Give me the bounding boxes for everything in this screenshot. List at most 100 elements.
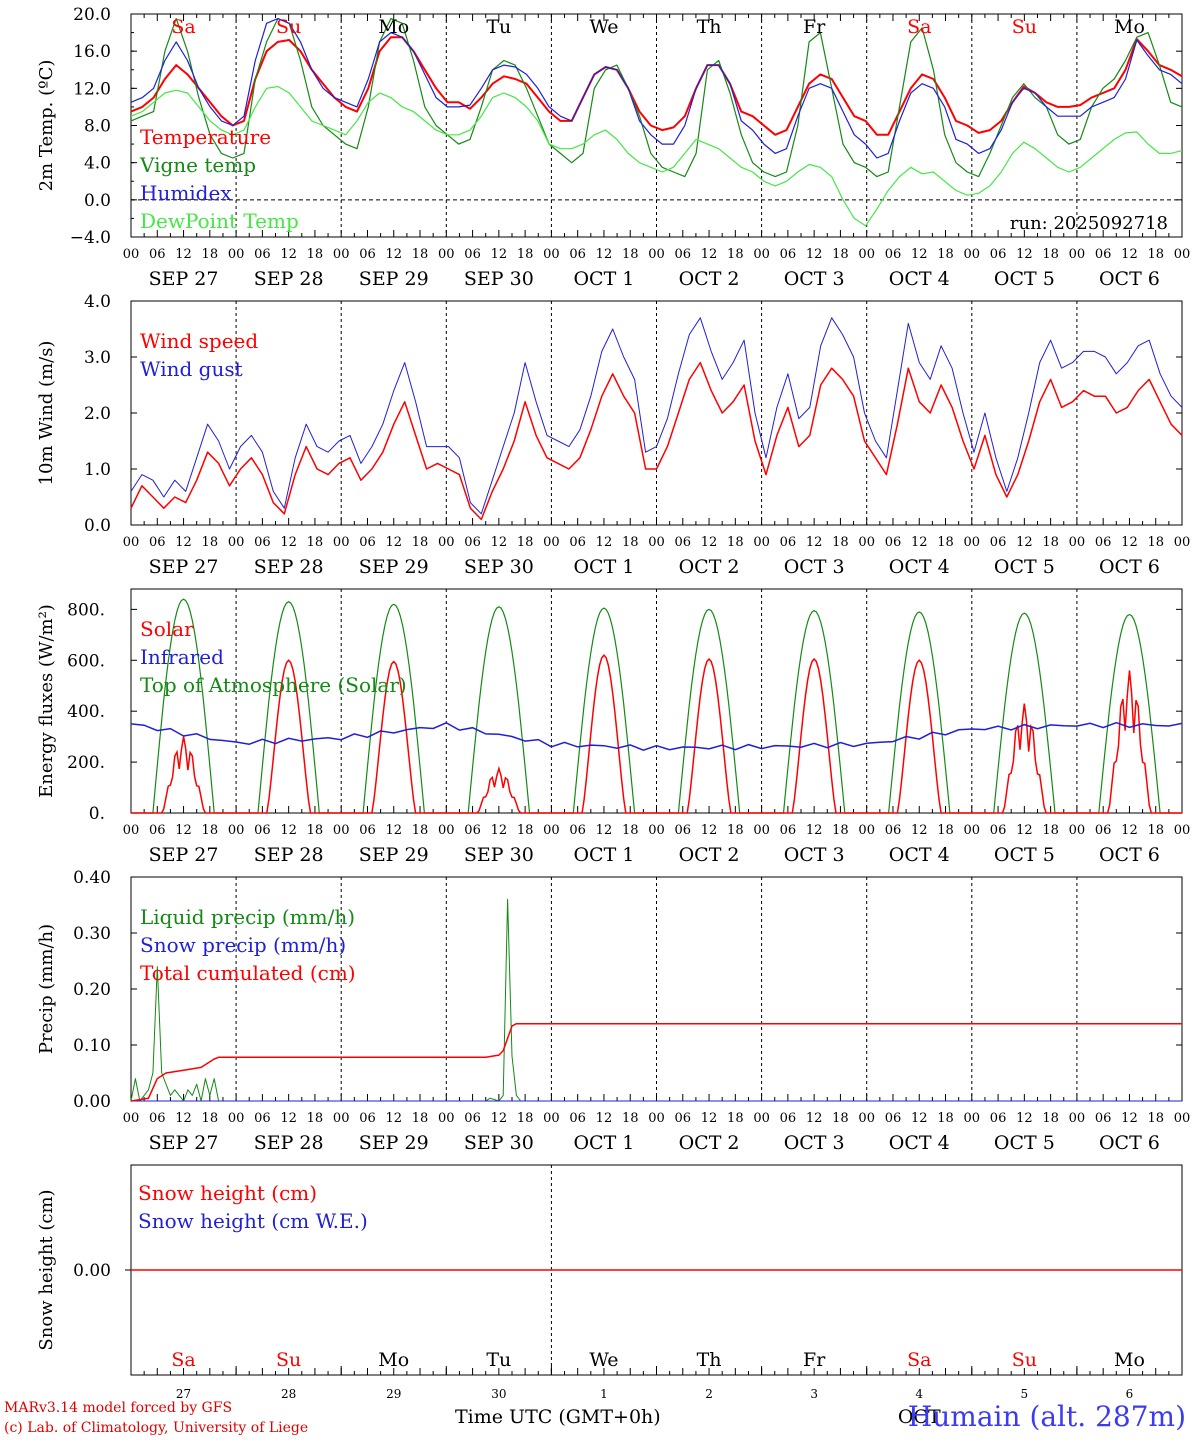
y-axis-label: 2m Temp. (ºC): [36, 60, 57, 192]
date-label: SEP 28: [254, 268, 324, 290]
hour-label: 12: [491, 823, 508, 838]
date-label: SEP 30: [464, 556, 534, 578]
series-wind-speed: [130, 361, 1183, 521]
hour-label: 00: [543, 823, 560, 838]
hour-label: 00: [1174, 535, 1191, 550]
date-label: SEP 27: [149, 1132, 219, 1154]
hour-label: 00: [543, 1111, 560, 1126]
y-tick-label: 200.: [67, 753, 105, 773]
y-tick-label: 20.0: [73, 5, 111, 25]
hour-label: 18: [832, 1111, 849, 1126]
day-number: 6: [1126, 1387, 1134, 1401]
date-label: OCT 5: [994, 268, 1055, 290]
hour-label: 18: [622, 1111, 639, 1126]
hour-label: 00: [228, 535, 245, 550]
hour-label: 06: [254, 535, 271, 550]
hour-label: 12: [175, 247, 192, 262]
hour-label: 06: [464, 1111, 481, 1126]
legend-entry: Solar: [140, 617, 194, 641]
hour-label: 12: [1016, 247, 1033, 262]
hour-label: 00: [543, 247, 560, 262]
hour-label: 18: [937, 823, 954, 838]
hour-label: 18: [1042, 247, 1059, 262]
y-tick-label: 4.0: [84, 154, 111, 174]
hour-label: 06: [885, 823, 902, 838]
hour-label: 06: [885, 1111, 902, 1126]
y-tick-label: 0.30: [73, 924, 111, 944]
series-solar: [131, 654, 1182, 814]
day-number: 5: [1021, 1387, 1029, 1401]
hour-label: 00: [753, 823, 770, 838]
hour-label: 00: [1174, 247, 1191, 262]
hour-label: 18: [517, 535, 534, 550]
hour-label: 06: [675, 823, 692, 838]
date-label: OCT 4: [889, 268, 950, 290]
hour-label: 00: [228, 823, 245, 838]
hour-label: 06: [149, 823, 166, 838]
date-label: OCT 5: [994, 556, 1055, 578]
hour-label: 12: [1121, 1111, 1138, 1126]
hour-label: 12: [596, 823, 613, 838]
hour-label: 18: [202, 1111, 219, 1126]
y-tick-label: 0.: [89, 804, 105, 824]
hour-label: 12: [911, 535, 928, 550]
hour-label: 06: [885, 247, 902, 262]
hour-label: 06: [359, 1111, 376, 1126]
day-number: 2: [705, 1387, 713, 1401]
hour-label: 00: [1069, 1111, 1086, 1126]
hour-label: 12: [491, 1111, 508, 1126]
hour-label: 12: [911, 1111, 928, 1126]
date-label: OCT 1: [573, 844, 634, 866]
hour-label: 00: [648, 1111, 665, 1126]
hour-label: 00: [1069, 823, 1086, 838]
y-tick-label: 400.: [67, 702, 105, 722]
y-tick-label: 1.0: [84, 460, 111, 480]
legend-entry: Wind gust: [140, 357, 243, 381]
date-label: OCT 1: [573, 556, 634, 578]
hour-label: 12: [596, 535, 613, 550]
hour-label: 06: [780, 823, 797, 838]
weekday-label: Sa: [171, 1349, 195, 1371]
hour-label: 00: [858, 1111, 875, 1126]
hour-label: 12: [175, 1111, 192, 1126]
month-label: OCT: [898, 1406, 941, 1428]
hour-label: 06: [675, 247, 692, 262]
hour-label: 18: [727, 1111, 744, 1126]
y-axis-label: Energy fluxes (W/m²): [36, 604, 57, 798]
hour-label: 18: [202, 823, 219, 838]
weekday-label: Su: [1012, 16, 1037, 38]
y-tick-label: 12.0: [73, 79, 111, 99]
hour-label: 18: [937, 535, 954, 550]
hour-label: 00: [964, 247, 981, 262]
hour-label: 00: [438, 247, 455, 262]
hour-label: 18: [517, 247, 534, 262]
hour-label: 12: [280, 247, 297, 262]
hour-label: 18: [832, 535, 849, 550]
y-tick-label: 0.10: [73, 1036, 111, 1056]
date-label: SEP 30: [464, 844, 534, 866]
hour-label: 18: [307, 535, 324, 550]
hour-label: 12: [701, 247, 718, 262]
hour-label: 06: [254, 823, 271, 838]
hour-label: 00: [333, 1111, 350, 1126]
hour-label: 18: [517, 1111, 534, 1126]
hour-label: 12: [806, 1111, 823, 1126]
weekday-label: Tu: [486, 1349, 511, 1371]
hour-label: 00: [648, 535, 665, 550]
hour-label: 06: [359, 247, 376, 262]
hour-label: 18: [727, 535, 744, 550]
model-credit: MARv3.14 model forced by GFS: [4, 1400, 233, 1416]
hour-label: 00: [648, 823, 665, 838]
hour-label: 18: [412, 1111, 429, 1126]
weekday-label: Sa: [171, 16, 195, 38]
hour-label: 12: [1121, 823, 1138, 838]
y-tick-label: 0.20: [73, 980, 111, 1000]
panel-energy: Energy fluxes (W/m²) 800. 600. 400. 200. 0. So…: [36, 588, 1190, 866]
run-label: run: 2025092718: [1010, 213, 1168, 234]
day-number: 29: [386, 1387, 401, 1401]
legend-entry: DewPoint Temp: [140, 209, 299, 233]
hour-label: 18: [202, 247, 219, 262]
hour-label: 12: [1016, 1111, 1033, 1126]
hour-label: 18: [937, 1111, 954, 1126]
